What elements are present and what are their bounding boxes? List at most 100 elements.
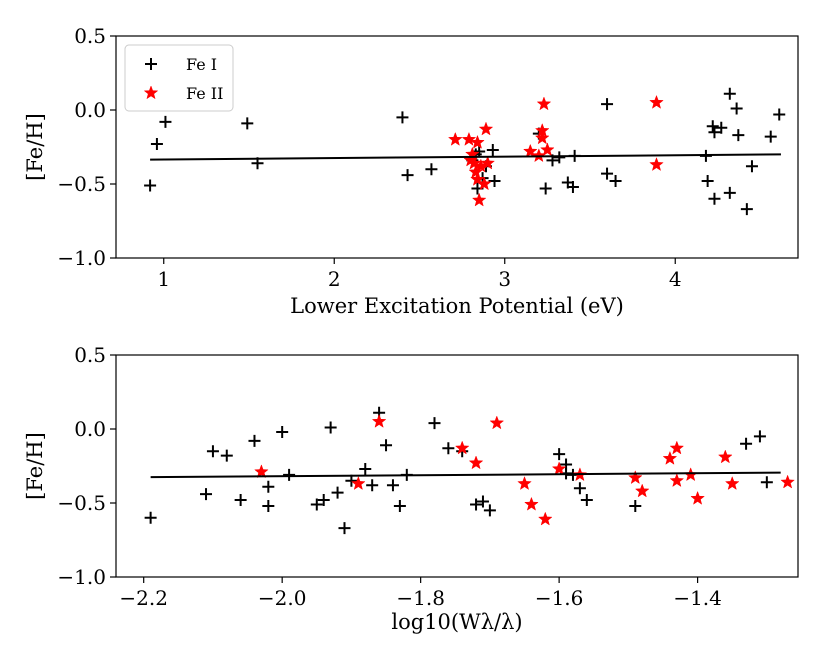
y-tick-label: −1.0 [57,565,106,589]
x-tick-label: 3 [498,267,511,291]
fe-i-point [476,495,489,508]
fe-i-point [470,498,483,511]
x-tick-label: −1.8 [396,586,445,610]
fe-i-point [200,488,213,501]
x-axis-label: log10(Wλ/λ) [391,610,522,634]
fe-i-point [331,486,344,499]
x-tick-label: 4 [669,267,682,291]
y-tick-label: −0.5 [57,172,106,196]
fit-line [150,471,781,479]
fe-i-point [248,434,261,447]
fe-i-point [366,479,379,492]
x-tick-label: −1.4 [673,586,722,610]
fe-ii-point [690,490,705,505]
top-panel-excitation-potential: 1 2 3 4 −1.0 −0.5 0.0 0.5 [Fe/H] Lower Excitation… [23,24,799,318]
fe-i-point [396,111,409,124]
fe-i-point [317,494,330,507]
fe-i-point [241,117,254,130]
fe-ii-point [517,476,532,490]
series-fe-i [144,406,773,535]
fe-ii-point [780,474,795,489]
fe-i-point [324,421,337,434]
fe-i-point [580,494,593,507]
legend-label: Fe I [186,55,217,74]
fe-i-point [732,129,745,142]
fe-ii-point [662,450,678,465]
x-axis-label: Lower Excitation Potential (eV) [290,294,624,318]
fe-i-point [629,499,642,512]
fe-ii-point [254,464,269,479]
fe-ii-point [522,143,538,158]
fe-i-point [483,504,496,517]
fe-i-point [144,511,157,524]
fe-i-point [276,425,289,438]
fe-i-point [708,192,721,205]
series-fe-ii [447,94,664,207]
fe-i-point [609,175,622,188]
fe-ii-point [536,96,552,111]
fe-ii-point [454,440,470,455]
y-tick-label: 0.0 [74,98,106,122]
fe-ii-point [461,131,477,146]
y-tick-label: −1.0 [57,246,106,270]
y-tick-label: 0.5 [74,343,106,367]
fe-i-point [150,138,163,151]
plot-frame [115,354,799,578]
fe-i-point [760,476,773,489]
fe-i-point [425,163,438,176]
fe-i-point [262,499,275,512]
y-tick-label: 0.5 [74,24,106,48]
fe-i-point [773,108,786,121]
fe-i-point [144,179,157,192]
fe-ii-point [669,473,685,488]
fe-ii-point [470,171,485,186]
x-tick-label: −1.6 [535,586,584,610]
fe-ii-point [489,415,505,430]
fe-ii-point [537,511,553,526]
fe-i-point [573,482,586,495]
fe-i-point [715,121,728,134]
fe-ii-point [551,461,567,476]
fe-ii-point [468,455,484,470]
legend-marker-fe-i [145,58,157,70]
series-fe-i [144,87,786,216]
fe-i-point [310,498,323,511]
x-tick-label: 1 [157,267,170,291]
fe-i-point [566,180,579,193]
y-tick-label: −0.5 [57,491,106,515]
fe-i-point [601,98,614,111]
fe-ii-point [466,155,482,170]
fe-ii-point [471,192,487,207]
fe-i-point [486,143,499,156]
fe-i-point [380,439,393,452]
fe-i-point [473,145,486,158]
fe-ii-point [724,476,740,490]
legend: Fe I Fe II [124,44,234,112]
fe-i-point [740,203,753,216]
fe-i-point [428,417,441,430]
fe-ii-point [534,130,550,145]
fe-i-point [283,468,296,481]
fe-i-point [345,474,358,487]
plot-frame [115,35,799,259]
legend-marker-fe-ii [143,85,159,100]
fe-i-point [764,130,777,143]
fe-ii-point [627,470,643,485]
fe-i-point [262,480,275,493]
fe-ii-point [476,176,492,191]
fe-i-point [159,115,172,128]
fe-i-point [539,182,552,195]
fe-i-point [708,126,721,139]
fe-i-point [753,430,766,443]
fe-i-point [740,437,753,450]
x-tick-label: 2 [328,267,341,291]
fe-ii-point [478,121,494,136]
fe-ii-point [524,496,539,511]
x-tick-label: −2.0 [258,586,307,610]
series-fe-ii [254,413,795,526]
x-tick-label: −2.2 [119,586,168,610]
fe-i-point [553,151,566,164]
fe-ii-point [649,94,664,109]
fe-i-point [234,494,247,507]
fe-i-point [220,449,233,462]
